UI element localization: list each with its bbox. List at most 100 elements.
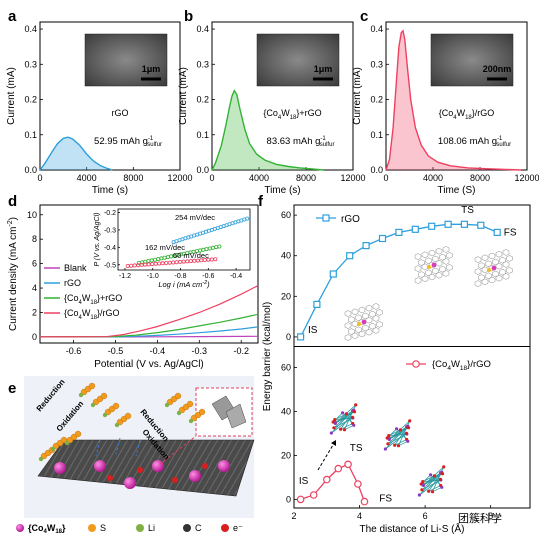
inset-y-tick-label: -0.2: [104, 210, 116, 217]
fs-label: FS: [504, 227, 517, 238]
graphene-ring: [488, 252, 496, 260]
atom: [396, 444, 401, 448]
y-tick-label: 0.1: [196, 130, 209, 140]
graphene-ring: [446, 252, 453, 259]
plot-frame: [293, 204, 531, 509]
panel-letter-a: a: [8, 8, 17, 25]
data-point: [354, 480, 362, 488]
graphene-ring: [435, 271, 443, 279]
graphene-ring: [358, 306, 366, 314]
y-tick-label: 0.4: [24, 24, 37, 34]
sulfur-atom: [100, 392, 108, 400]
x-tick-label: 0: [37, 173, 42, 183]
atom-li: [491, 265, 497, 271]
scale-bar-label: 1μm: [314, 64, 333, 74]
graphene-ring: [414, 265, 422, 272]
graphene-ring: [442, 246, 450, 253]
x-tick-label: 0: [383, 173, 388, 183]
sulfur-atom: [174, 392, 182, 400]
x-axis-label: Time (S): [438, 185, 476, 196]
x-tick-label: 12000: [340, 173, 365, 183]
atom: [344, 412, 348, 416]
co4w18-cluster-1: [54, 462, 66, 474]
graphene-ring: [372, 327, 380, 334]
graphene-ring: [358, 330, 366, 338]
data-point: [395, 228, 403, 236]
material-label: rGO: [112, 108, 129, 118]
atom-li: [431, 262, 437, 268]
legend-carbon-icon: [183, 524, 191, 532]
graphene-ring: [344, 310, 352, 317]
graphene-ring: [474, 280, 482, 287]
graphene-ring: [439, 253, 446, 261]
panel-letter-f: f: [258, 193, 264, 210]
atom: [429, 473, 433, 477]
x-tick-label: 4000: [249, 173, 269, 183]
data-point: [460, 220, 468, 228]
data-point: [378, 234, 387, 243]
graphene-ring: [372, 315, 380, 322]
atom: [332, 426, 336, 430]
x-tick-label: -0.4: [150, 346, 166, 356]
inset-data-point: [217, 244, 222, 249]
data-point: [411, 225, 419, 233]
x-tick-label: -0.2: [233, 346, 249, 356]
x-tick-label: -0.3: [192, 346, 208, 356]
y-axis-label: Current (mA): [352, 67, 363, 125]
legend-co4w18-label: {Co4W18}: [28, 523, 66, 535]
y-tick-label: 0.3: [196, 59, 209, 69]
chart-panel-b: 0 4000 8000 12000 0.0 0.1 0.2 0.3 0.4 Time (s) Cur…: [178, 21, 366, 196]
model-rgo-fs: [474, 249, 513, 287]
graphene-ring: [432, 255, 439, 263]
series-line: [39, 313, 259, 338]
graphene-ring: [488, 276, 496, 284]
atom: [406, 439, 410, 443]
graphene-ring: [372, 303, 380, 310]
graphene-ring: [435, 247, 443, 255]
legend-lithium-icon: [136, 524, 144, 532]
sulfur-atom: [74, 430, 82, 438]
atom: [421, 480, 425, 484]
graphene-ring: [435, 259, 443, 267]
y-tick-label: 0.1: [370, 130, 383, 140]
graphene-ring: [502, 249, 510, 256]
sulfur-atom: [186, 400, 194, 408]
graphene-ring: [432, 267, 439, 275]
atom: [354, 403, 358, 407]
slope-annotation: 162 mV/dec: [145, 243, 185, 252]
graphene-sheet: [37, 439, 255, 497]
graphene-ring: [362, 312, 369, 320]
atom-s: [357, 322, 361, 326]
data-point: [297, 333, 305, 341]
polyoxometalate-structure-2: [225, 403, 247, 429]
atom: [408, 419, 412, 423]
lithium-atom: [90, 402, 96, 408]
y-tick-label: 0.4: [370, 24, 383, 34]
sem-inset-image: [84, 33, 168, 87]
zoom-line: [159, 435, 197, 465]
y-tick-label: 0: [32, 332, 37, 342]
y-tick-label: 0.0: [196, 165, 209, 175]
inset-x-axis-label: Log i (mA cm-2): [158, 280, 210, 289]
chart-panel-a: 0 4000 8000 12000 0.0 0.1 0.2 0.3 0.4 Time (s) Cur…: [6, 21, 193, 196]
panel-letter-e: e: [8, 380, 16, 397]
graphene-ring: [495, 274, 503, 282]
atom-li: [361, 319, 367, 325]
graphene-ring: [478, 274, 485, 281]
series-line: [39, 136, 113, 171]
graphene-ring: [481, 278, 489, 286]
atom: [383, 447, 387, 451]
atom: [442, 465, 446, 469]
watermark: 团簇科学: [458, 511, 502, 525]
legend-marker: [412, 360, 420, 368]
y-tick-label: 0.2: [24, 95, 37, 105]
x-tick-label: 8000: [470, 173, 490, 183]
atom: [421, 483, 425, 487]
graphene-ring: [506, 255, 513, 262]
graphene-ring: [425, 269, 432, 277]
graphene-ring: [362, 324, 369, 332]
bond: [344, 424, 354, 431]
graphene-ring: [495, 250, 503, 258]
co4w18-cluster-6: [124, 477, 136, 489]
x-tick-label: 4000: [423, 173, 443, 183]
